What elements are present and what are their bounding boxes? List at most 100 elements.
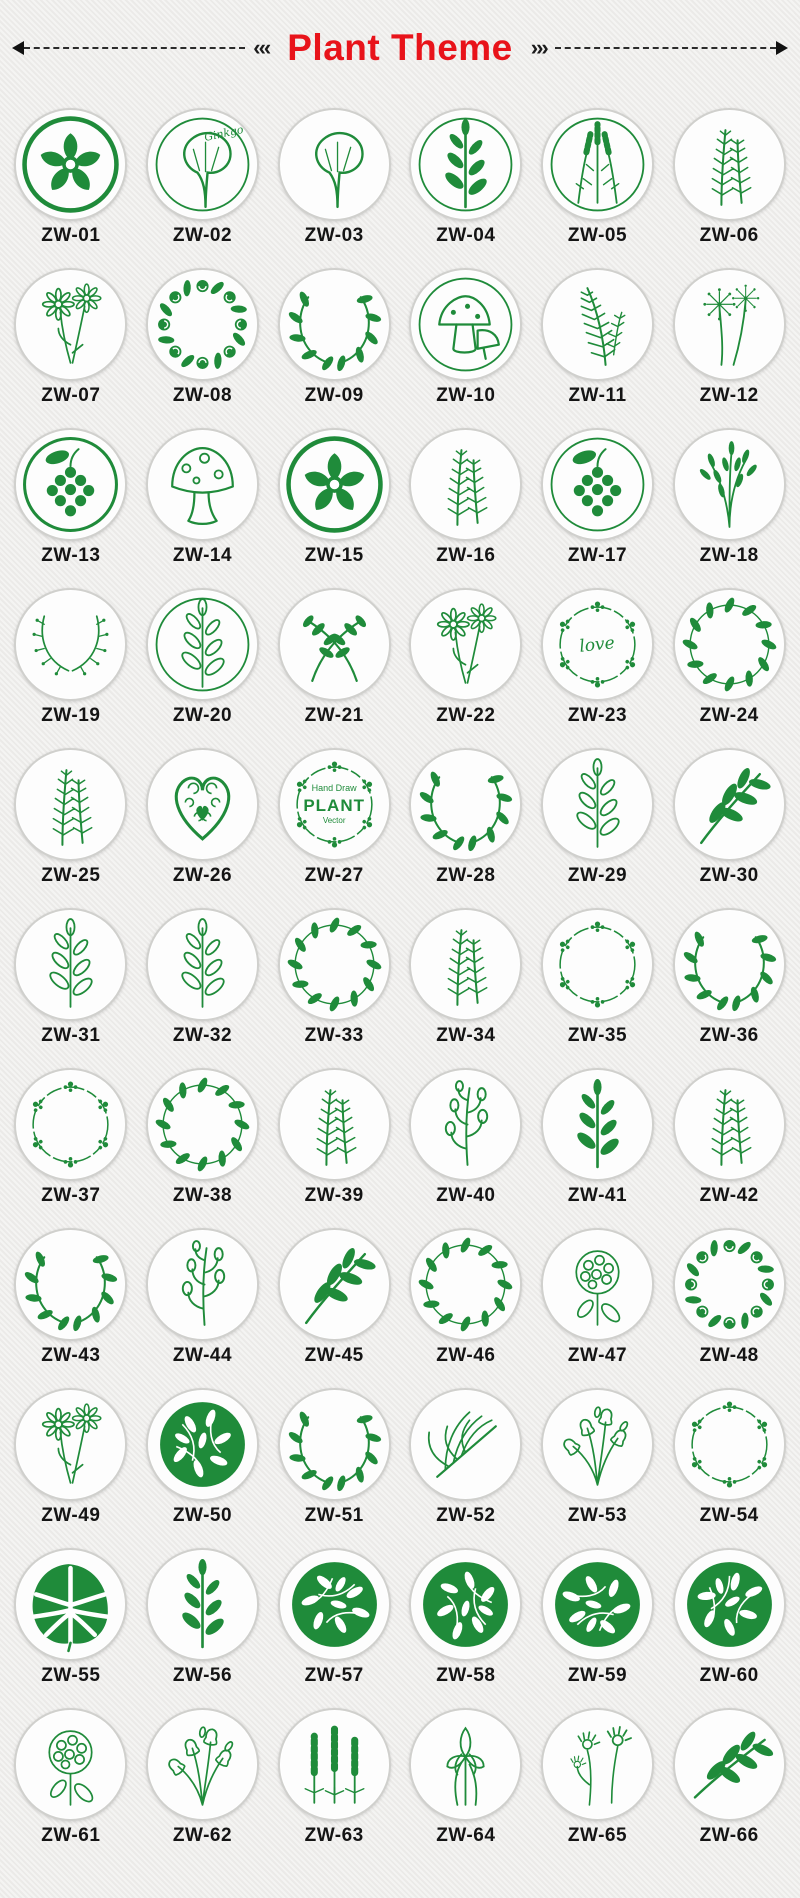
badge-cell-zw-60: ZW-60	[663, 1528, 795, 1688]
herb-sprig-icon	[547, 1074, 648, 1175]
plant-stamp-zw-48	[672, 1228, 786, 1341]
badge-label: ZW-54	[699, 1505, 759, 1526]
grape-cluster-icon	[550, 437, 645, 532]
badge-label: ZW-45	[304, 1345, 364, 1366]
badge-label: ZW-35	[567, 1025, 628, 1046]
plant-stamp-zw-41	[540, 1068, 654, 1181]
badge-label: ZW-63	[304, 1825, 364, 1846]
badge-cell-zw-49: ZW-49	[5, 1368, 137, 1528]
badge-cell-zw-33: ZW-33	[268, 888, 400, 1048]
badge-cell-zw-64: ZW-64	[400, 1688, 532, 1848]
badge-label: ZW-18	[699, 545, 759, 566]
plant-stamp-zw-64	[409, 1708, 523, 1821]
iris-icon	[415, 1714, 516, 1815]
badge-cell-zw-04: ZW-04	[400, 88, 532, 248]
badge-label: ZW-03	[304, 225, 364, 246]
floral-wreath-icon	[547, 594, 648, 695]
right-arrow-icon	[776, 41, 788, 55]
ginkgo-leaf-icon	[155, 117, 250, 212]
rosemary-icon	[415, 434, 516, 535]
plant-stamp-zw-58	[409, 1548, 523, 1661]
plant-stamp-zw-24	[672, 588, 786, 701]
plant-stamp-zw-20	[145, 588, 259, 701]
plant-stamp-zw-26	[145, 748, 259, 861]
badge-label: ZW-26	[172, 865, 233, 886]
badge-label: ZW-57	[304, 1665, 364, 1686]
rosemary-icon	[415, 914, 516, 1015]
badge-label: ZW-23	[567, 705, 628, 726]
rose-wreath-icon	[679, 1234, 780, 1335]
plant-stamp-zw-13	[14, 428, 128, 541]
leaf-pattern-icon	[152, 1394, 253, 1495]
badge-cell-zw-58: ZW-58	[400, 1528, 532, 1688]
badge-label: ZW-43	[41, 1345, 101, 1366]
badge-cell-zw-21: ZW-21	[268, 568, 400, 728]
badge-label: ZW-33	[304, 1025, 364, 1046]
badge-cell-zw-40: ZW-40	[400, 1048, 532, 1208]
plant-stamp-zw-32	[145, 908, 259, 1021]
leafy-branch-icon	[284, 1234, 385, 1335]
plant-stamp-zw-03	[277, 108, 391, 221]
badge-cell-zw-50: ZW-50	[137, 1368, 269, 1528]
badge-label: ZW-17	[567, 545, 628, 566]
hydrangea-icon	[547, 1234, 648, 1335]
rosemary-icon	[679, 114, 780, 215]
badge-label: ZW-62	[172, 1825, 233, 1846]
badge-label: ZW-37	[41, 1185, 101, 1206]
badge-label: ZW-48	[699, 1345, 759, 1366]
herb-sprig-outline-icon	[152, 914, 253, 1015]
badge-cell-zw-07: ZW-07	[5, 248, 137, 408]
plant-stamp-zw-27: Hand Draw PLANT Vector	[277, 748, 391, 861]
ginkgo-leaf-icon	[284, 114, 385, 215]
cherry-blossom-icon	[285, 436, 383, 533]
rosemary-icon	[679, 1074, 780, 1175]
badge-label: ZW-58	[436, 1665, 496, 1686]
plant-stamp-zw-57	[277, 1548, 391, 1661]
badge-cell-zw-15: ZW-15	[268, 408, 400, 568]
leaf-ring-icon	[152, 1074, 253, 1175]
badge-cell-zw-02: Ginkgo ZW-02	[137, 88, 269, 248]
badge-cell-zw-62: ZW-62	[137, 1688, 269, 1848]
badge-label: ZW-51	[304, 1505, 364, 1526]
floral-wreath-icon	[20, 1074, 121, 1175]
badge-cell-zw-20: ZW-20	[137, 568, 269, 728]
badge-label: ZW-31	[41, 1025, 101, 1046]
badge-label: ZW-09	[304, 385, 364, 406]
plant-stamp-zw-02: Ginkgo	[145, 108, 259, 221]
badge-cell-zw-29: ZW-29	[532, 728, 664, 888]
left-chevrons-icon: ‹‹‹	[253, 35, 271, 60]
badge-cell-zw-25: ZW-25	[5, 728, 137, 888]
badge-label: ZW-46	[436, 1345, 496, 1366]
badge-cell-zw-38: ZW-38	[137, 1048, 269, 1208]
badge-label: ZW-13	[41, 545, 101, 566]
badge-cell-zw-47: ZW-47	[532, 1208, 664, 1368]
plant-stamp-zw-34	[409, 908, 523, 1021]
plant-stamp-zw-49	[14, 1388, 128, 1501]
plant-stamp-zw-42	[672, 1068, 786, 1181]
badge-cell-zw-12: ZW-12	[663, 248, 795, 408]
crossed-sprigs-icon	[284, 594, 385, 695]
badge-label: ZW-40	[436, 1185, 496, 1206]
plant-stamp-zw-17	[540, 428, 654, 541]
plant-stamp-zw-07	[14, 268, 128, 381]
badge-label: ZW-55	[41, 1665, 101, 1686]
leaf-ring-icon	[679, 594, 780, 695]
plant-stamp-zw-60	[672, 1548, 786, 1661]
plant-stamp-zw-31	[14, 908, 128, 1021]
daisy-icon	[415, 594, 516, 695]
badge-label: ZW-24	[699, 705, 759, 726]
badge-cell-zw-54: ZW-54	[663, 1368, 795, 1528]
plant-stamp-zw-36	[672, 908, 786, 1021]
badge-cell-zw-28: ZW-28	[400, 728, 532, 888]
plant-stamp-zw-39	[277, 1068, 391, 1181]
badge-cell-zw-03: ZW-03	[268, 88, 400, 248]
badge-cell-zw-01: ZW-01	[5, 88, 137, 248]
rose-wreath-icon	[152, 274, 253, 375]
plant-stamp-zw-63	[277, 1708, 391, 1821]
plant-stamp-zw-51	[277, 1388, 391, 1501]
badge-cell-zw-24: ZW-24	[663, 568, 795, 728]
badge-label: ZW-39	[304, 1185, 364, 1206]
plant-stamp-zw-54	[672, 1388, 786, 1501]
plant-stamp-zw-45	[277, 1228, 391, 1341]
badge-cell-zw-65: ZW-65	[532, 1688, 664, 1848]
